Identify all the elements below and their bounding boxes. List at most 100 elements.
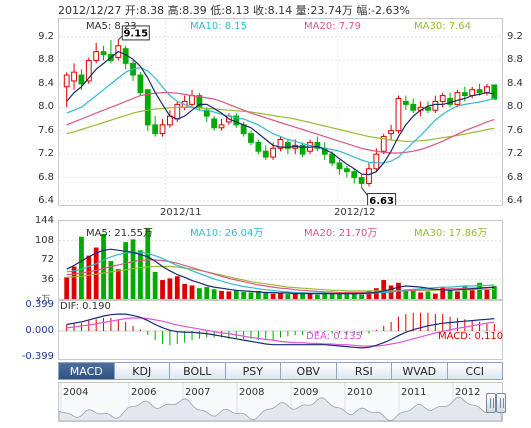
candle-body [336, 162, 343, 170]
candle-body [329, 153, 336, 164]
candle-body [270, 147, 277, 158]
dea-line [66, 317, 495, 347]
volume-bar [160, 280, 165, 299]
high-annotation: 9.15 [123, 28, 148, 39]
candle-body [159, 124, 166, 135]
volume-bar [219, 290, 224, 299]
price-chart[interactable]: 9.15 6.63 [59, 19, 502, 205]
volume-bar [167, 278, 173, 299]
timeline-sparkline-path [59, 396, 502, 421]
candle-body [78, 74, 85, 85]
volume-unit: x万 [36, 295, 51, 305]
candle-body [144, 89, 151, 126]
candle-body [284, 141, 291, 149]
indicator-tabs[interactable]: MACD KDJ BOLL PSY OBV RSI WVAD CCI [58, 362, 503, 380]
macd-chart[interactable] [59, 301, 502, 359]
candle-body [425, 106, 431, 111]
candle-body [100, 51, 107, 56]
volume-bar [314, 294, 320, 299]
macd-axis-label: 0.399 [25, 299, 54, 310]
candle-body [366, 168, 372, 184]
price-axis-label-right: 8.8 [507, 54, 523, 66]
price-axis-label-right: 9.2 [507, 31, 523, 42]
candle-body [373, 153, 380, 170]
price-axis-label-left: 6.8 [38, 171, 54, 183]
volume-bar [263, 293, 269, 299]
vol-ma5-line [66, 248, 495, 295]
volume-bar [285, 294, 291, 299]
volume-bar [322, 294, 328, 299]
timeline-sparkline: 2004 2006 2007 2008 2009 2010 2011 2012 [59, 383, 502, 421]
candle-body [314, 141, 321, 149]
candle-body [439, 95, 446, 102]
timeline-navigator[interactable]: 2004 2006 2007 2008 2009 2010 2011 2012 [58, 382, 506, 422]
candle-body [248, 133, 254, 143]
ma10-line [66, 66, 495, 164]
volume-bar [477, 282, 482, 299]
timeline-year-label: 2006 [131, 387, 156, 398]
timeline-year-label: 2007 [185, 387, 210, 398]
volume-bar [484, 289, 490, 299]
tab-kdj[interactable]: KDJ [114, 362, 170, 380]
candle-body [351, 171, 358, 179]
volume-bar [248, 292, 254, 299]
tab-obv[interactable]: OBV [281, 362, 337, 380]
vol-ma20-legend: MA20: 21.70万 [304, 228, 378, 239]
volume-bar [410, 289, 416, 299]
candle-body [174, 103, 181, 120]
candle-body [63, 74, 70, 88]
volume-panel[interactable] [58, 220, 503, 300]
candle-body [469, 89, 476, 97]
volume-bar [115, 269, 121, 299]
volume-bar [351, 293, 357, 299]
macd-axis-label: 0.000 [25, 325, 54, 336]
tab-wvad[interactable]: WVAD [392, 362, 448, 380]
volume-bar [292, 293, 298, 299]
volume-bar [329, 293, 335, 299]
price-axis-label-left: 8.4 [38, 77, 54, 89]
timeline-year-label: 2011 [401, 387, 426, 398]
candle-body [255, 141, 262, 152]
tab-rsi[interactable]: RSI [336, 362, 392, 380]
volume-bar [64, 277, 70, 299]
vol-ma5-legend: MA5: 21.55万 [86, 228, 154, 239]
volume-bar [359, 294, 364, 299]
timeline-year-label: 2008 [239, 387, 264, 398]
volume-bar [79, 236, 84, 299]
timeline-handle-left[interactable] [486, 393, 496, 413]
candle-body [196, 95, 203, 108]
vol-ma10-legend: MA10: 26.04万 [190, 228, 264, 239]
tab-psy[interactable]: PSY [225, 362, 281, 380]
candle-body [152, 124, 159, 135]
volume-bar [233, 290, 239, 299]
volume-chart[interactable] [59, 221, 502, 299]
volume-bar [344, 294, 350, 299]
vol-ma20-line [66, 259, 495, 294]
volume-axis-label: 36 [41, 273, 54, 285]
volume-bar [204, 287, 210, 299]
volume-bar [447, 289, 453, 299]
low-pointer [361, 187, 369, 196]
volume-bar [440, 287, 446, 299]
price-axis-label-left: 7.2 [38, 148, 54, 160]
price-ma20-legend: MA20: 7.79 [304, 21, 362, 32]
volume-bar [366, 291, 372, 299]
candle-body [71, 71, 77, 82]
price-axis-label-left: 6.4 [38, 195, 54, 206]
volume-bar [189, 285, 195, 299]
tab-macd[interactable]: MACD [58, 362, 115, 380]
macd-panel[interactable] [58, 300, 503, 360]
price-panel[interactable]: 9.15 6.63 [58, 18, 503, 206]
volume-bar [138, 250, 143, 299]
macd-dea-legend: DEA: 0.135 [306, 331, 362, 342]
ma30-line [66, 106, 495, 142]
volume-bar [418, 292, 423, 299]
timeline-handle-right[interactable] [496, 393, 506, 413]
volume-bar [255, 290, 261, 299]
candle-body [299, 144, 306, 155]
tab-cci[interactable]: CCI [447, 362, 503, 380]
volume-bar [108, 261, 114, 299]
price-axis-label-left: 8.0 [38, 101, 54, 113]
tab-boll[interactable]: BOLL [170, 362, 226, 380]
volume-bar [300, 293, 306, 299]
